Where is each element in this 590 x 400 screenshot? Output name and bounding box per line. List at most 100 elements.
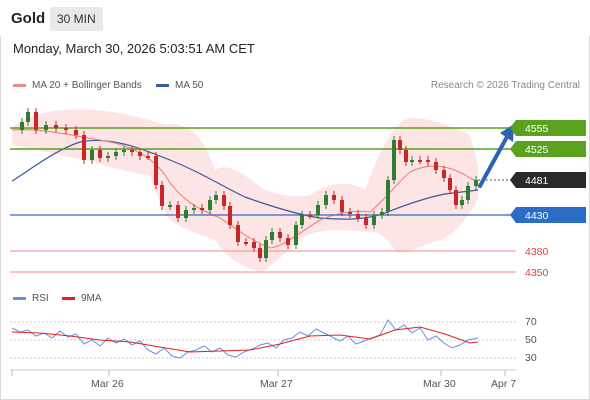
candle-body bbox=[316, 205, 320, 215]
candle-body bbox=[434, 162, 438, 170]
rsi-axis-30: 30 bbox=[525, 352, 537, 364]
ma50-label: MA 50 bbox=[175, 80, 204, 91]
level-value-4380: 4380 bbox=[525, 246, 549, 258]
candle-body bbox=[130, 150, 134, 152]
candle-body bbox=[184, 210, 188, 218]
legend-9ma: 9MA bbox=[62, 293, 102, 304]
candle-body bbox=[54, 125, 58, 128]
candle-body bbox=[160, 185, 164, 206]
candle-body bbox=[82, 135, 86, 160]
candle-body bbox=[380, 212, 384, 215]
bollinger-band bbox=[12, 109, 478, 272]
candle-body bbox=[426, 160, 430, 162]
candle-body bbox=[192, 208, 196, 210]
candle-body bbox=[348, 212, 352, 214]
candle-body bbox=[154, 156, 158, 185]
timestamp: Monday, March 30, 2026 5:03:51 AM CET bbox=[13, 41, 255, 56]
candle-body bbox=[278, 232, 282, 238]
candle-body bbox=[454, 190, 458, 205]
candle-body bbox=[74, 130, 78, 135]
ma9-swatch bbox=[62, 297, 75, 300]
candle-body bbox=[460, 200, 464, 205]
candle-body bbox=[208, 200, 212, 210]
candle-body bbox=[44, 125, 48, 130]
x-label-mar30: Mar 30 bbox=[423, 378, 456, 390]
rsi-axis-70: 70 bbox=[525, 316, 537, 328]
ma50-line bbox=[11, 139, 479, 220]
candle-body bbox=[418, 160, 422, 162]
candle-body bbox=[308, 215, 312, 217]
candle-body bbox=[64, 128, 68, 130]
candle-body bbox=[244, 242, 248, 244]
candle-body bbox=[410, 160, 414, 162]
candle-body bbox=[176, 205, 180, 218]
forecast-arrow bbox=[478, 124, 514, 188]
candlesticks bbox=[20, 108, 478, 262]
candle-body bbox=[20, 122, 24, 130]
level-label-4555: 4555 bbox=[510, 120, 586, 136]
candle-body bbox=[270, 232, 274, 240]
candle-body bbox=[364, 218, 368, 225]
candle-body bbox=[252, 242, 256, 248]
level-value-4525: 4525 bbox=[525, 144, 549, 156]
legend-rsi: RSI bbox=[13, 293, 49, 304]
candle-body bbox=[222, 195, 226, 206]
candle-body bbox=[264, 240, 268, 258]
candle-body bbox=[146, 156, 150, 158]
chart-header: Gold 30 MIN bbox=[0, 0, 590, 36]
ma20-swatch bbox=[13, 84, 26, 87]
candle-body bbox=[98, 150, 102, 158]
candle-body bbox=[392, 140, 396, 180]
candle-body bbox=[286, 238, 290, 245]
candle-body bbox=[294, 225, 298, 245]
rsi-ma9-line bbox=[11, 326, 479, 353]
candle-body bbox=[356, 214, 360, 218]
x-label-apr7: Apr 7 bbox=[491, 378, 516, 390]
level-value-4350: 4350 bbox=[525, 267, 549, 279]
candle-body bbox=[474, 180, 478, 186]
candle-body bbox=[442, 170, 446, 178]
candle-body bbox=[372, 215, 376, 225]
candle-body bbox=[300, 215, 304, 225]
ma20-line bbox=[11, 129, 479, 249]
x-label-mar27: Mar 27 bbox=[260, 378, 293, 390]
candle-body bbox=[114, 152, 118, 156]
level-label-4525: 4525 bbox=[510, 141, 586, 157]
legend-ma50: MA 50 bbox=[156, 80, 203, 91]
candle-body bbox=[332, 195, 336, 200]
candle-body bbox=[90, 150, 94, 160]
instrument-title: Gold bbox=[11, 10, 46, 27]
candle-body bbox=[236, 225, 240, 242]
level-value-current: 4481 bbox=[525, 175, 549, 187]
candle-body bbox=[466, 186, 470, 200]
candle-body bbox=[448, 178, 452, 190]
level-value-4555: 4555 bbox=[525, 123, 549, 135]
ma50-swatch bbox=[156, 84, 169, 87]
candle-body bbox=[258, 248, 262, 258]
candle-body bbox=[138, 152, 142, 156]
candle-body bbox=[386, 180, 390, 212]
candle-body bbox=[34, 112, 38, 130]
copyright: Research © 2026 Trading Central bbox=[430, 80, 580, 91]
rsi-axis-50: 50 bbox=[525, 334, 537, 346]
candle-body bbox=[324, 195, 328, 205]
rsi-label: RSI bbox=[32, 293, 49, 304]
candle-body bbox=[214, 195, 218, 200]
level-label-4430: 4430 bbox=[510, 207, 586, 223]
rsi-line bbox=[11, 319, 479, 359]
level-label-current: 4481 bbox=[510, 172, 586, 188]
candle-body bbox=[26, 112, 30, 122]
candle-body bbox=[106, 156, 110, 158]
legend-ma20: MA 20 + Bollinger Bands bbox=[13, 80, 142, 91]
candle-body bbox=[340, 200, 344, 212]
candle-body bbox=[200, 208, 204, 210]
ma9-label: 9MA bbox=[81, 293, 102, 304]
candle-body bbox=[168, 205, 172, 207]
candle-body bbox=[404, 150, 408, 162]
ma20-label: MA 20 + Bollinger Bands bbox=[32, 80, 142, 91]
interval-badge[interactable]: 30 MIN bbox=[50, 7, 103, 31]
x-label-mar26: Mar 26 bbox=[91, 378, 124, 390]
level-value-4430: 4430 bbox=[525, 210, 549, 222]
rsi-swatch bbox=[13, 297, 26, 300]
